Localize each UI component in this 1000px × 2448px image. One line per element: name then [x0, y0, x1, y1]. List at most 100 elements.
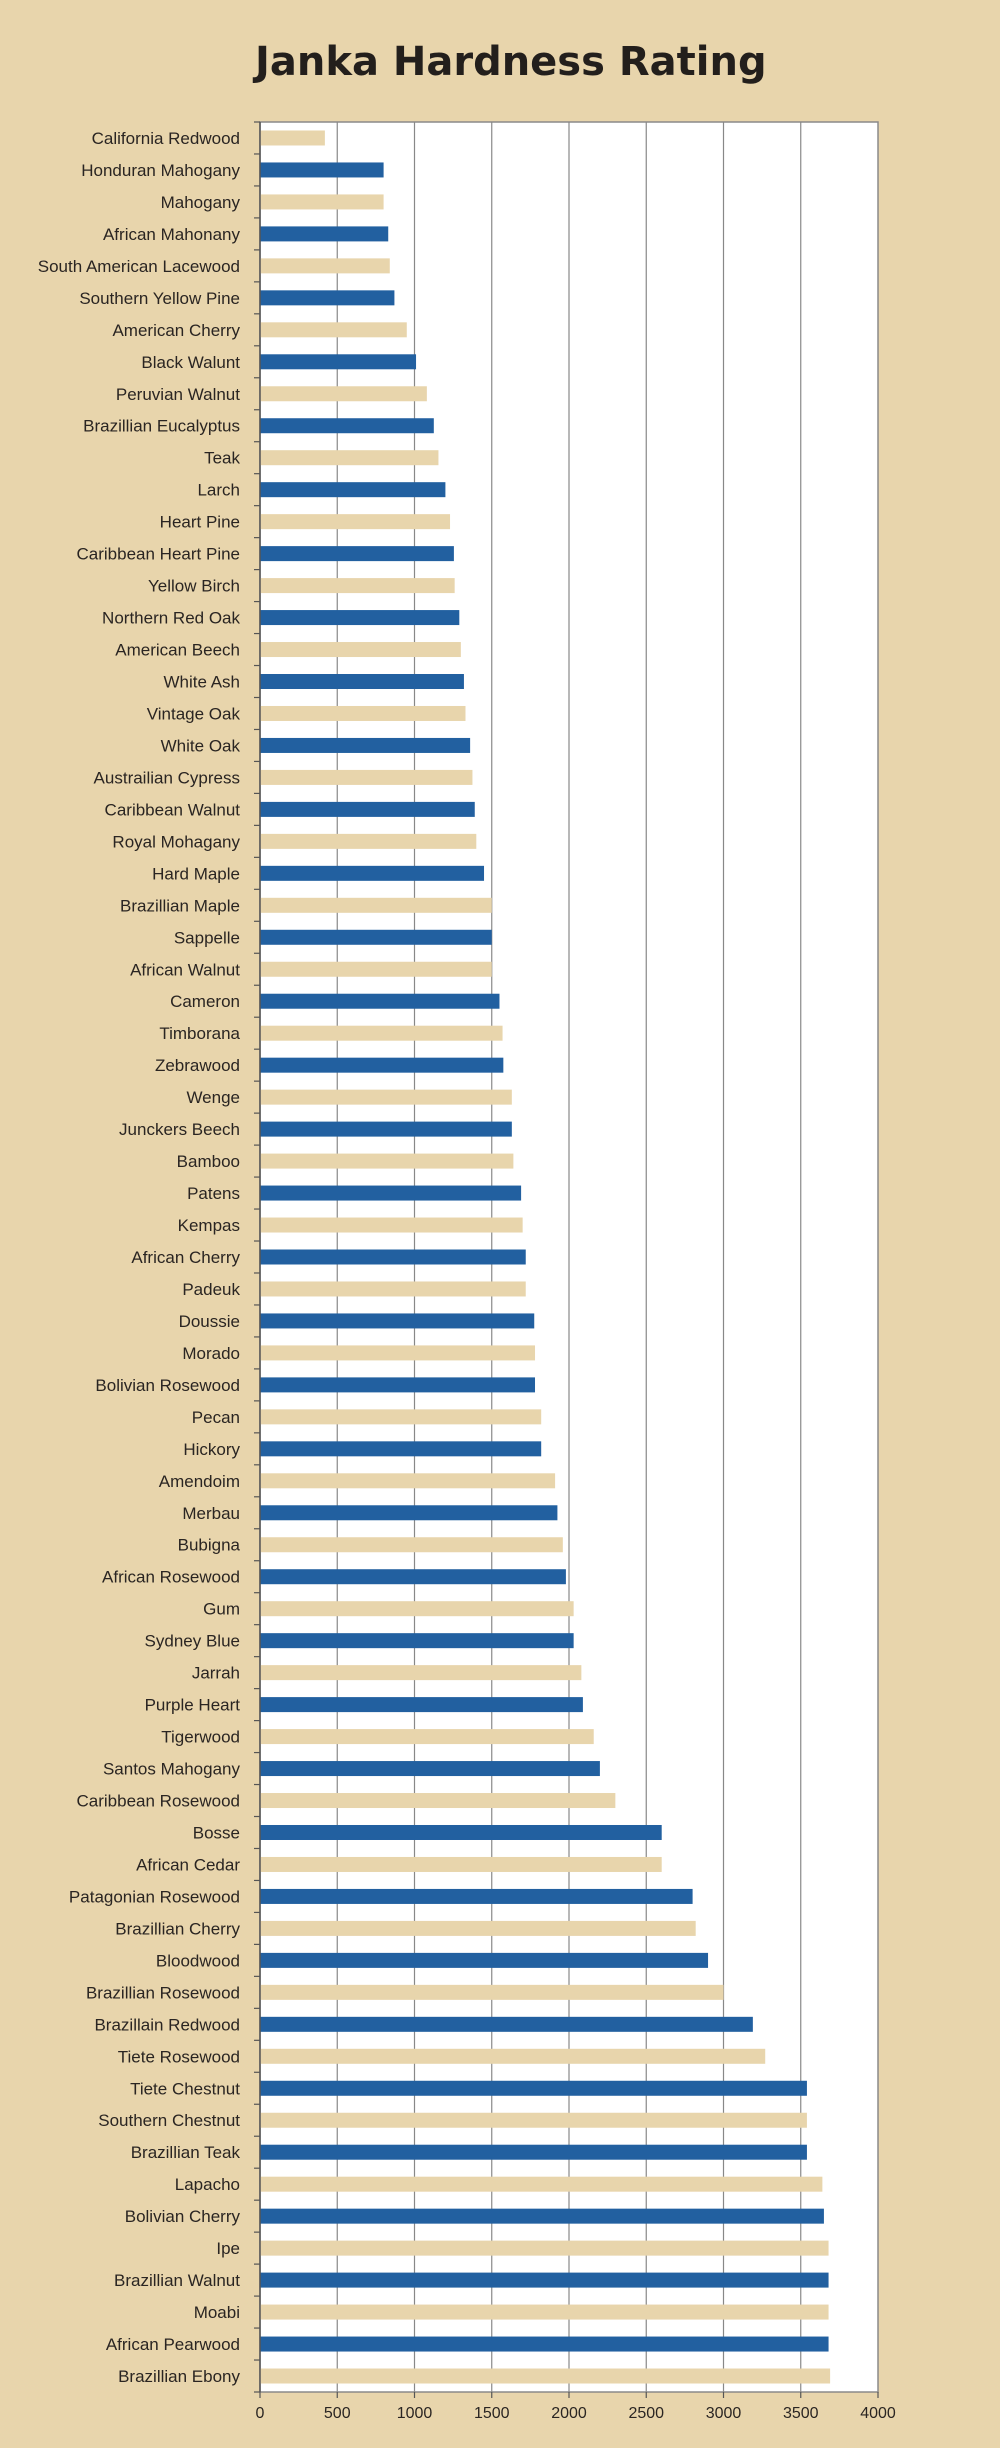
bar: [260, 1920, 696, 1936]
bar: [260, 2048, 766, 2064]
category-label: Brazillian Maple: [120, 896, 240, 915]
category-label: Bosse: [193, 1823, 240, 1842]
category-label: Peruvian Walnut: [116, 385, 240, 404]
bar: [260, 1121, 512, 1137]
x-tick-label: 2000: [551, 2405, 587, 2422]
bar: [260, 1665, 582, 1681]
category-label: Southern Chestnut: [98, 2111, 240, 2130]
category-label: Zebrawood: [155, 1056, 240, 1075]
category-label: Brazillian Rosewood: [86, 1983, 240, 2002]
category-label: Lapacho: [175, 2175, 240, 2194]
category-label: White Oak: [161, 736, 241, 755]
category-label: Gum: [203, 1600, 240, 1619]
category-label: Tiete Rosewood: [118, 2047, 240, 2066]
category-label: Teak: [204, 449, 240, 468]
bar: [260, 1601, 574, 1617]
category-label: Heart Pine: [160, 513, 240, 532]
category-label: Southern Yellow Pine: [79, 289, 240, 308]
category-label: Moabi: [194, 2303, 240, 2322]
bar: [260, 1313, 535, 1329]
category-label: California Redwood: [92, 129, 240, 148]
bar: [260, 2272, 829, 2288]
bar: [260, 1153, 514, 1169]
bars: [260, 130, 831, 2384]
bar: [260, 1761, 600, 1777]
bar: [260, 1217, 523, 1233]
bar: [260, 1377, 536, 1393]
bar: [260, 1697, 583, 1713]
bar: [260, 1249, 526, 1265]
bar: [260, 705, 466, 721]
bar: [260, 897, 492, 913]
bar: [260, 1185, 522, 1201]
bar: [260, 1505, 558, 1521]
bar: [260, 2176, 823, 2192]
bar: [260, 1409, 542, 1425]
category-label: Brazillian Cherry: [115, 1919, 240, 1938]
x-tick-label: 2500: [628, 2405, 664, 2422]
x-axis-ticks: 0 500 1000 1500 2000 2500 3000 3500 4000: [256, 2392, 896, 2422]
bar: [260, 1984, 724, 2000]
bar: [260, 290, 395, 306]
category-label: Mahogany: [161, 193, 241, 212]
bar: [260, 865, 485, 881]
bar: [260, 1537, 563, 1553]
category-label: Bubigna: [178, 1536, 241, 1555]
bar: [260, 1025, 503, 1041]
category-label: Larch: [197, 481, 240, 500]
category-label: Brazillain Redwood: [94, 2015, 240, 2034]
category-label: Bolivian Rosewood: [95, 1376, 240, 1395]
category-labels: California Redwood Honduran Mahogany Mahog…: [38, 129, 241, 2386]
chart-title: Janka Hardness Rating: [252, 39, 767, 85]
bar: [260, 1057, 504, 1073]
bar: [260, 226, 389, 242]
category-label: Brazillian Ebony: [118, 2367, 240, 2386]
bar: [260, 2112, 807, 2128]
x-tick-label: 3500: [783, 2405, 819, 2422]
bar: [260, 1569, 566, 1585]
category-label: African Cedar: [136, 1855, 240, 1874]
category-label: American Beech: [115, 641, 240, 660]
bar: [260, 1345, 536, 1361]
gridlines: [336, 122, 802, 2392]
x-tick-label: 1500: [474, 2405, 510, 2422]
bar: [260, 929, 492, 945]
category-label: Black Walunt: [141, 353, 240, 372]
category-label: Amendoim: [159, 1472, 240, 1491]
bar: [260, 386, 427, 402]
bar: [260, 322, 407, 338]
category-label: Bloodwood: [156, 1951, 240, 1970]
category-label: Bamboo: [177, 1152, 240, 1171]
bar: [260, 162, 384, 178]
category-label: Yellow Birch: [148, 577, 240, 596]
category-label: Wenge: [186, 1088, 240, 1107]
category-label: African Walnut: [130, 960, 240, 979]
category-label: Hickory: [183, 1440, 240, 1459]
category-label: Santos Mahogany: [103, 1760, 241, 1779]
category-label: African Pearwood: [106, 2335, 240, 2354]
bar: [260, 2080, 807, 2096]
category-label: Timborana: [159, 1024, 240, 1043]
bar: [260, 2208, 824, 2224]
category-label: Caribbean Rosewood: [77, 1792, 241, 1811]
bar: [260, 258, 390, 274]
bar: [260, 961, 492, 977]
category-label: Junckers Beech: [119, 1120, 240, 1139]
bar: [260, 2304, 829, 2320]
bar: [260, 354, 417, 370]
y-axis-ticks: [254, 121, 260, 2393]
category-label: Northern Red Oak: [102, 609, 240, 628]
bar: [260, 993, 500, 1009]
category-label: Patens: [187, 1184, 240, 1203]
category-label: Jarrah: [192, 1664, 240, 1683]
category-label: Sydney Blue: [145, 1632, 240, 1651]
bar: [260, 1952, 709, 1968]
category-label: African Mahonany: [103, 225, 241, 244]
category-label: Royal Mohagany: [112, 832, 240, 851]
bar: [260, 194, 384, 210]
category-label: South American Lacewood: [38, 257, 240, 276]
bar: [260, 674, 464, 690]
bar: [260, 737, 471, 753]
bar: [260, 418, 434, 434]
